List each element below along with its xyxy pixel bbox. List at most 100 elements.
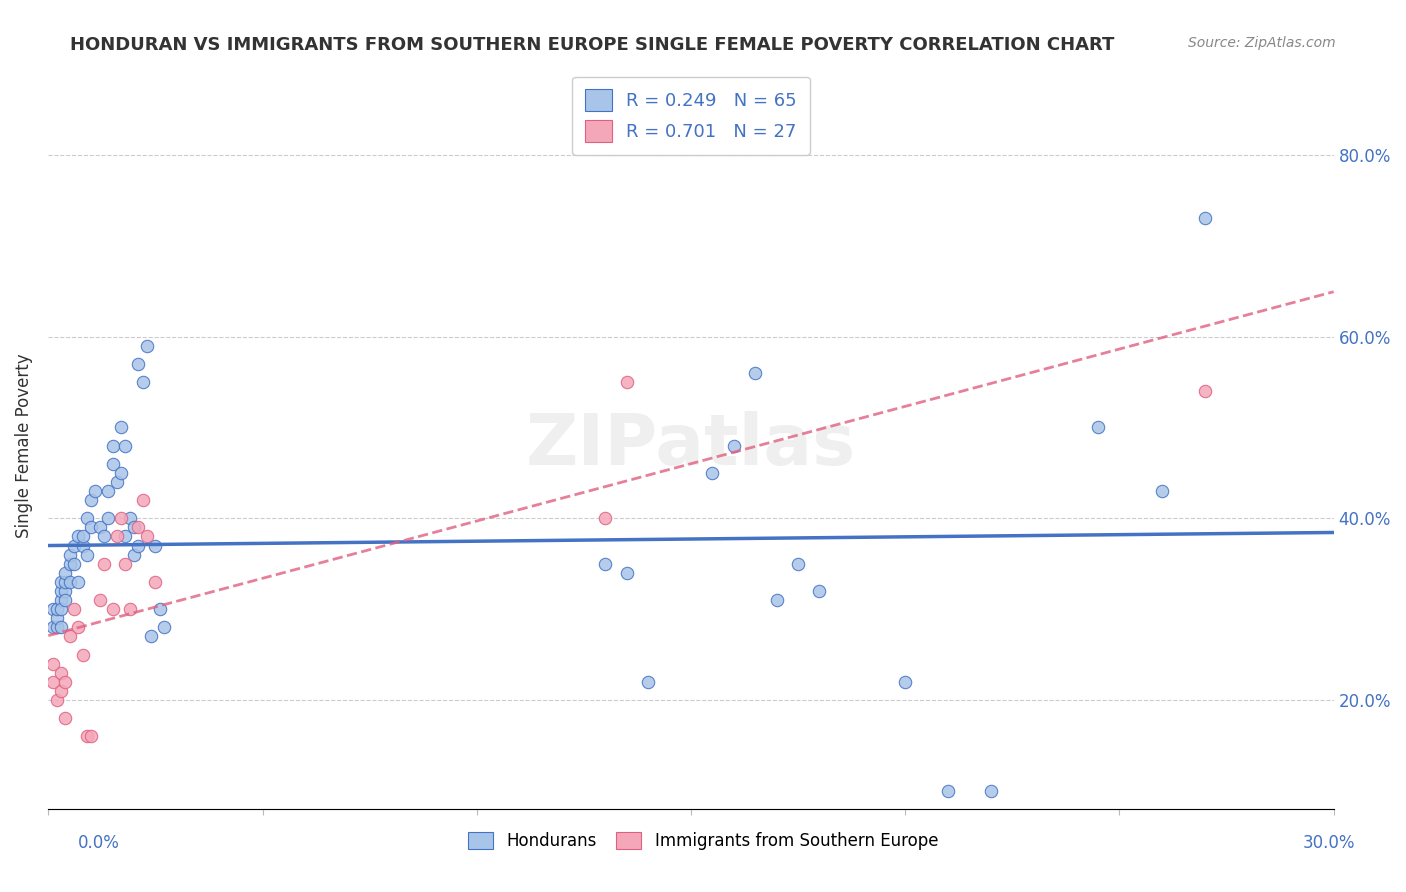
Point: [76, 729, 98, 743]
Point: [72, 539, 94, 553]
Text: HONDURAN VS IMMIGRANTS FROM SOUTHERN EUROPE SINGLE FEMALE POVERTY CORRELATION CH: HONDURAN VS IMMIGRANTS FROM SOUTHERN EUR…: [70, 36, 1115, 54]
Point: [101, 439, 124, 453]
Point: [67, 529, 90, 543]
Point: [59, 548, 82, 562]
Point: [72, 648, 94, 662]
Point: [41, 602, 63, 616]
Point: [89, 593, 111, 607]
Point: [110, 511, 132, 525]
Point: [139, 629, 162, 643]
Point: [67, 574, 90, 589]
Point: [49, 602, 72, 616]
Point: [787, 557, 810, 571]
Point: [118, 602, 141, 616]
Point: [101, 602, 124, 616]
Point: [936, 784, 959, 798]
Text: 0.0%: 0.0%: [77, 834, 120, 852]
Point: [980, 784, 1002, 798]
Point: [55, 566, 77, 580]
Point: [131, 493, 153, 508]
Point: [45, 611, 67, 625]
Point: [55, 711, 77, 725]
Point: [45, 620, 67, 634]
Text: Source: ZipAtlas.com: Source: ZipAtlas.com: [1188, 36, 1336, 50]
Point: [135, 529, 157, 543]
Point: [616, 566, 638, 580]
Point: [110, 420, 132, 434]
Point: [76, 511, 98, 525]
Point: [131, 375, 153, 389]
Point: [49, 665, 72, 680]
Point: [55, 593, 77, 607]
Point: [149, 602, 172, 616]
Point: [55, 583, 77, 598]
Point: [894, 674, 917, 689]
Point: [122, 520, 145, 534]
Point: [1194, 384, 1216, 398]
Point: [55, 674, 77, 689]
Point: [72, 529, 94, 543]
Point: [145, 539, 167, 553]
Point: [76, 548, 98, 562]
Point: [45, 693, 67, 707]
Point: [118, 511, 141, 525]
Point: [114, 557, 136, 571]
Point: [49, 620, 72, 634]
Point: [593, 557, 616, 571]
Point: [744, 366, 766, 380]
Point: [145, 574, 167, 589]
Point: [101, 457, 124, 471]
Point: [41, 620, 63, 634]
Point: [93, 557, 115, 571]
Point: [49, 583, 72, 598]
Point: [59, 574, 82, 589]
Text: ZIPatlas: ZIPatlas: [526, 411, 856, 480]
Point: [97, 483, 120, 498]
Point: [89, 520, 111, 534]
Point: [153, 620, 176, 634]
Point: [110, 466, 132, 480]
Point: [1087, 420, 1109, 434]
Text: 30.0%: 30.0%: [1302, 834, 1355, 852]
Point: [637, 674, 659, 689]
Point: [1194, 211, 1216, 226]
Legend: R = 0.249   N = 65, R = 0.701   N = 27: R = 0.249 N = 65, R = 0.701 N = 27: [572, 77, 810, 155]
Point: [127, 539, 149, 553]
Legend: Hondurans, Immigrants from Southern Europe: Hondurans, Immigrants from Southern Euro…: [461, 825, 945, 857]
Point: [41, 674, 63, 689]
Y-axis label: Single Female Poverty: Single Female Poverty: [15, 353, 32, 538]
Point: [41, 657, 63, 671]
Point: [49, 593, 72, 607]
Point: [84, 483, 107, 498]
Point: [114, 439, 136, 453]
Point: [67, 620, 90, 634]
Point: [55, 574, 77, 589]
Point: [63, 539, 86, 553]
Point: [593, 511, 616, 525]
Point: [808, 583, 831, 598]
Point: [114, 529, 136, 543]
Point: [63, 602, 86, 616]
Point: [1152, 483, 1174, 498]
Point: [45, 602, 67, 616]
Point: [49, 574, 72, 589]
Point: [105, 475, 128, 489]
Point: [49, 684, 72, 698]
Point: [63, 557, 86, 571]
Point: [59, 557, 82, 571]
Point: [80, 520, 103, 534]
Point: [702, 466, 724, 480]
Point: [80, 493, 103, 508]
Point: [765, 593, 787, 607]
Point: [80, 729, 103, 743]
Point: [616, 375, 638, 389]
Point: [59, 629, 82, 643]
Point: [723, 439, 745, 453]
Point: [97, 511, 120, 525]
Point: [105, 529, 128, 543]
Point: [135, 338, 157, 352]
Point: [122, 548, 145, 562]
Point: [127, 357, 149, 371]
Point: [93, 529, 115, 543]
Point: [127, 520, 149, 534]
